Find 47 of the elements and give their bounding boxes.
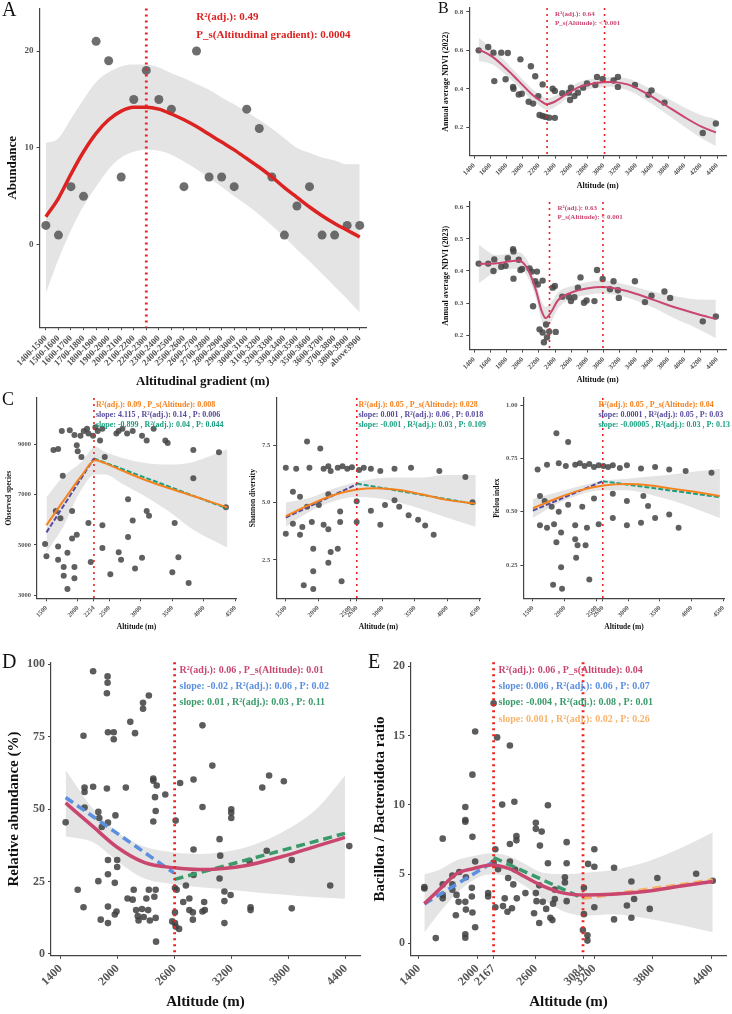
y-tick-label: 15	[393, 727, 405, 742]
annotation: slope: -0.004 , R²(adj.): 0.08 , P: 0.01	[498, 696, 653, 709]
chart-title: C	[2, 388, 15, 409]
y-axis-title: Annual average NDVI (2022)	[440, 31, 450, 132]
x-tick-label: 4400	[688, 961, 716, 989]
y-tick-label: 25	[33, 873, 45, 888]
y-tick-label: 50	[33, 801, 45, 816]
annotation: slope: 0.0001 , R²(adj.): 0.05 , P: 0.03	[598, 410, 724, 420]
y-tick-label: 20	[24, 45, 35, 56]
annotation: R²(adj.): 0.49	[196, 9, 260, 23]
chart-title: A	[2, 0, 17, 21]
annotation: R²(adj.): 0.05 , P_s(Altitude): 0.04	[598, 400, 714, 410]
annotation: slope: 0.01 , R²(adj.): 0.03 , P: 0.11	[179, 696, 326, 709]
annotation: P_s(Altitudinal gradient): 0.0004	[196, 27, 352, 41]
annotation: slope: 0.006 , R²(adj.): 0.06 , P: 0.07	[498, 680, 650, 693]
annotation: slope: -0.00005 , R²(adj.): 0.03 , P: 0.13	[598, 420, 730, 430]
x-axis-title: Altitudinal gradient (m)	[135, 372, 270, 388]
annotation: slope: -0.02 , R²(adj.): 0.06 , P: 0.02	[179, 680, 329, 693]
annotation: slope: -0.001 , R²(adj.): 0.03 , P: 0.109	[358, 420, 486, 430]
x-axis-title: Altitude (m)	[576, 375, 619, 385]
chart-title: B	[438, 0, 449, 17]
y-axis-title: Annual average NDVI (2023)	[440, 225, 450, 326]
annotation: slope: 4.115 , R²(adj.): 0.14 , P: 0.006	[95, 410, 221, 420]
y-tick-label: 75	[33, 728, 45, 743]
x-axis-title: Altitude (m)	[576, 181, 619, 191]
x-axis-title: Altitude (m)	[166, 992, 245, 1010]
annotation: R²(adj.): 0.06 , P_s(Altitude): 0.04	[498, 663, 643, 676]
annotation: slope: 0.001 , R²(adj.): 0.06 , P: 0.018	[358, 410, 484, 420]
y-tick-label: 20	[393, 658, 405, 673]
y-axis-title: Relative abundance (%)	[4, 731, 22, 887]
y-tick-label: 0	[29, 239, 35, 250]
y-tick-label: 5	[399, 866, 405, 881]
y-tick-label: 100	[27, 656, 45, 671]
y-tick-label: 0	[399, 935, 405, 950]
y-axis-title: Bacillota / Bacteroidota ratio	[370, 716, 387, 902]
annotation: R²(adj.): 0.09 , P_s(Altitude): 0.008	[95, 400, 216, 410]
x-axis-title: Altitude (m)	[529, 992, 608, 1010]
y-tick-label: 0	[39, 945, 45, 960]
y-tick-label: 10	[393, 796, 405, 811]
y-tick-label: 10	[24, 142, 35, 153]
annotation: slope: 0.001 , R²(adj.): 0.02 , P: 0.26	[498, 712, 650, 725]
annotation: R²(adj.): 0.06 , P_s(Altitude): 0.01	[179, 663, 324, 676]
chart-title: D	[2, 650, 17, 673]
annotation: slope: -0.899 , R²(adj.): 0.04 , P: 0.044	[95, 420, 224, 430]
y-axis-title: Abundance	[4, 135, 20, 200]
annotation: R²(adj.): 0.05 , P_s(Altitude): 0.028	[358, 400, 478, 410]
chart-title: E	[368, 650, 381, 673]
